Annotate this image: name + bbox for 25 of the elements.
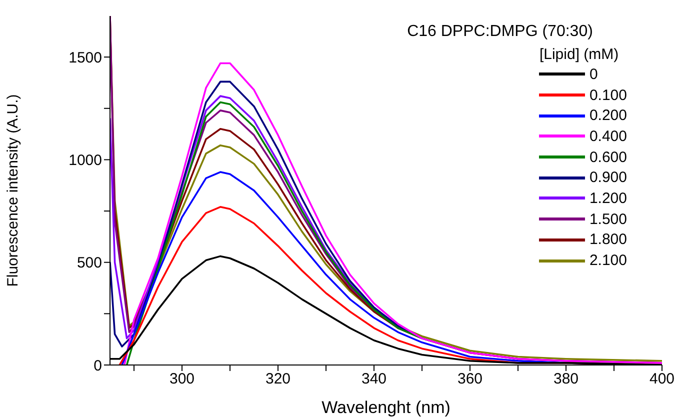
legend-label: 0.400 (589, 128, 627, 145)
x-axis-title: Wavelenght (nm) (322, 398, 450, 417)
y-tick-label: 500 (76, 254, 102, 272)
legend-label: 0.900 (589, 169, 627, 186)
chart-title: C16 DPPC:DMPG (70:30) (407, 23, 593, 40)
legend-title: [Lipid] (mM) (539, 46, 620, 63)
x-tick-label: 400 (649, 370, 675, 388)
legend-label: 1.200 (589, 190, 627, 207)
x-tick-label: 340 (361, 370, 387, 388)
y-tick-label: 1500 (68, 49, 102, 66)
y-tick-label: 0 (94, 357, 102, 374)
legend-label: 2.100 (589, 252, 627, 270)
x-tick-label: 360 (457, 370, 483, 388)
legend-label: 0.100 (589, 86, 627, 104)
legend-label: 0.200 (589, 107, 627, 124)
x-tick-label: 300 (169, 370, 195, 388)
y-axis-title: Fluorescence intensity (A.U.) (4, 94, 22, 287)
line-series (124, 62, 662, 365)
x-tick-label: 320 (265, 370, 291, 388)
y-tick-label: 1000 (68, 152, 102, 170)
legend-label: 1.800 (589, 231, 627, 248)
legend-label: 0 (589, 66, 598, 83)
x-tick-label: 380 (553, 370, 579, 388)
legend-label: 0.600 (589, 148, 627, 166)
legend-label: 1.500 (589, 210, 627, 228)
